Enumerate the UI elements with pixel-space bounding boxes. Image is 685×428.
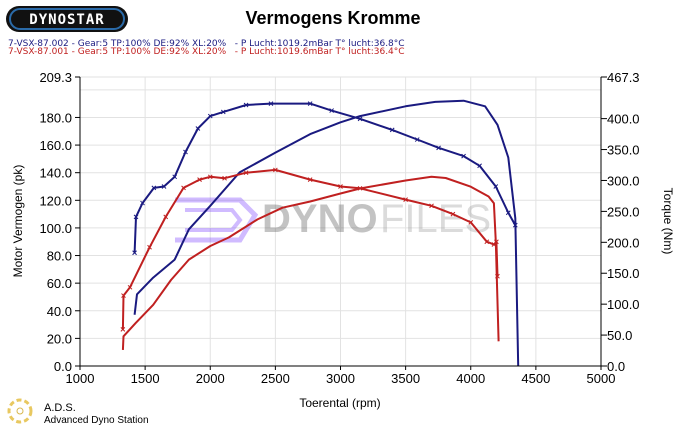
- data-point-marker: [493, 184, 499, 189]
- y-tick-label: 100.0: [39, 221, 72, 236]
- data-point-marker: [329, 108, 334, 113]
- data-point-marker: [436, 145, 441, 151]
- y-tick-label: 40.0: [47, 304, 72, 319]
- data-point-marker: [243, 170, 249, 176]
- y2-tick-label: 400.0: [607, 112, 640, 127]
- x-tick-label: 5000: [587, 371, 616, 386]
- footer-brand: A.D.S.: [44, 402, 76, 414]
- data-point-marker: [120, 327, 126, 332]
- y2-tick-label: 50.0: [607, 328, 632, 343]
- svg-text:DYNO: DYNO: [262, 197, 378, 241]
- x-axis-label: Toerental (rpm): [299, 396, 380, 410]
- series-layer: [120, 99, 520, 367]
- data-point-marker: [484, 239, 490, 245]
- ads-logo-icon: [7, 398, 33, 424]
- y2-tick-label: 300.0: [607, 173, 640, 188]
- y-tick-label: 120.0: [39, 193, 72, 208]
- y2-axis-label: Torque (Nm): [661, 188, 675, 255]
- data-point-marker: [505, 210, 511, 216]
- x-tick-label: 1500: [131, 371, 160, 386]
- svg-text:DYNOSTAR: DYNOSTAR: [29, 12, 104, 28]
- data-point-marker: [477, 163, 482, 169]
- data-point-marker: [147, 244, 152, 250]
- data-point-marker: [338, 184, 343, 189]
- x-tick-label: 4500: [521, 371, 550, 386]
- data-point-marker: [243, 102, 249, 108]
- data-point-marker: [133, 214, 139, 220]
- chart-title: Vermogens Kromme: [245, 8, 420, 28]
- data-point-marker: [429, 203, 434, 209]
- data-point-marker: [273, 167, 278, 173]
- data-point-marker: [140, 200, 145, 206]
- data-point-marker: [220, 109, 226, 115]
- data-point-marker: [181, 185, 186, 191]
- data-point-marker: [268, 101, 274, 107]
- x-tick-label: 2500: [261, 371, 290, 386]
- y-axis-label: Motor Vermogen (pk): [11, 165, 25, 278]
- y-tick-label: 20.0: [47, 331, 72, 346]
- dynofiles-watermark: DYNO FILES: [175, 197, 491, 243]
- data-point-marker: [414, 137, 420, 142]
- data-point-marker: [172, 174, 178, 180]
- x-tick-label: 1000: [66, 371, 95, 386]
- data-point-marker: [183, 149, 188, 155]
- data-point-marker: [307, 101, 313, 107]
- data-point-marker: [127, 284, 133, 290]
- data-point-marker: [207, 113, 213, 119]
- data-point-marker: [403, 197, 408, 202]
- legend-entry-run-002: 7-VSX-87.002 - Gear:5 TP:100% DE:92% XL:…: [8, 39, 405, 49]
- x-tick-label: 3000: [326, 371, 355, 386]
- data-point-marker: [197, 177, 202, 182]
- data-point-marker: [222, 175, 227, 181]
- y2-tick-label: 467.3: [607, 70, 640, 85]
- y2-tick-label: 200.0: [607, 235, 640, 250]
- data-point-marker: [151, 185, 157, 191]
- data-point-marker: [450, 211, 456, 217]
- y2-tick-label: 250.0: [607, 204, 640, 219]
- torque-line-7-VSX-87.001: [121, 175, 500, 350]
- data-point-marker: [132, 250, 137, 256]
- y-tick-label: 60.0: [47, 276, 72, 291]
- power-line-7-VSX-87.001: [121, 168, 499, 330]
- x-tick-label: 2000: [196, 371, 225, 386]
- x-tick-label: 4000: [456, 371, 485, 386]
- x-tick-label: 3500: [391, 371, 420, 386]
- y-tick-label: 160.0: [39, 138, 72, 153]
- data-point-marker: [163, 214, 169, 220]
- dynostar-logo: DYNOSTAR: [6, 6, 128, 32]
- y2-tick-label: 0.0: [607, 359, 625, 374]
- y-tick-label: 80.0: [47, 249, 72, 264]
- footer-subtitle: Advanced Dyno Station: [44, 415, 149, 426]
- y-tick-label: 140.0: [39, 166, 72, 181]
- data-point-marker: [207, 174, 213, 180]
- y2-tick-label: 100.0: [607, 297, 640, 312]
- data-point-marker: [461, 153, 466, 159]
- data-point-marker: [389, 127, 395, 133]
- axes: 1000 1500 2000 2500 3000 3500 4000 4500 50000.02…: [39, 70, 639, 386]
- data-point-marker: [161, 184, 167, 189]
- y2-tick-label: 350.0: [607, 143, 640, 158]
- data-point-marker: [307, 177, 313, 182]
- y-tick-label: 209.3: [39, 70, 72, 85]
- legend-entry-run-001: 7-VSX-87.001 - Gear:5 TP:100% DE:92% XL:…: [8, 47, 405, 57]
- data-point-marker: [195, 126, 201, 131]
- y2-tick-label: 150.0: [607, 266, 640, 281]
- torque-line-7-VSX-87.002: [133, 99, 520, 367]
- data-point-marker: [468, 220, 474, 225]
- y-tick-label: 0.0: [54, 359, 72, 374]
- svg-text:FILES: FILES: [380, 197, 491, 241]
- data-point-marker: [121, 293, 126, 298]
- y-tick-label: 180.0: [39, 110, 72, 125]
